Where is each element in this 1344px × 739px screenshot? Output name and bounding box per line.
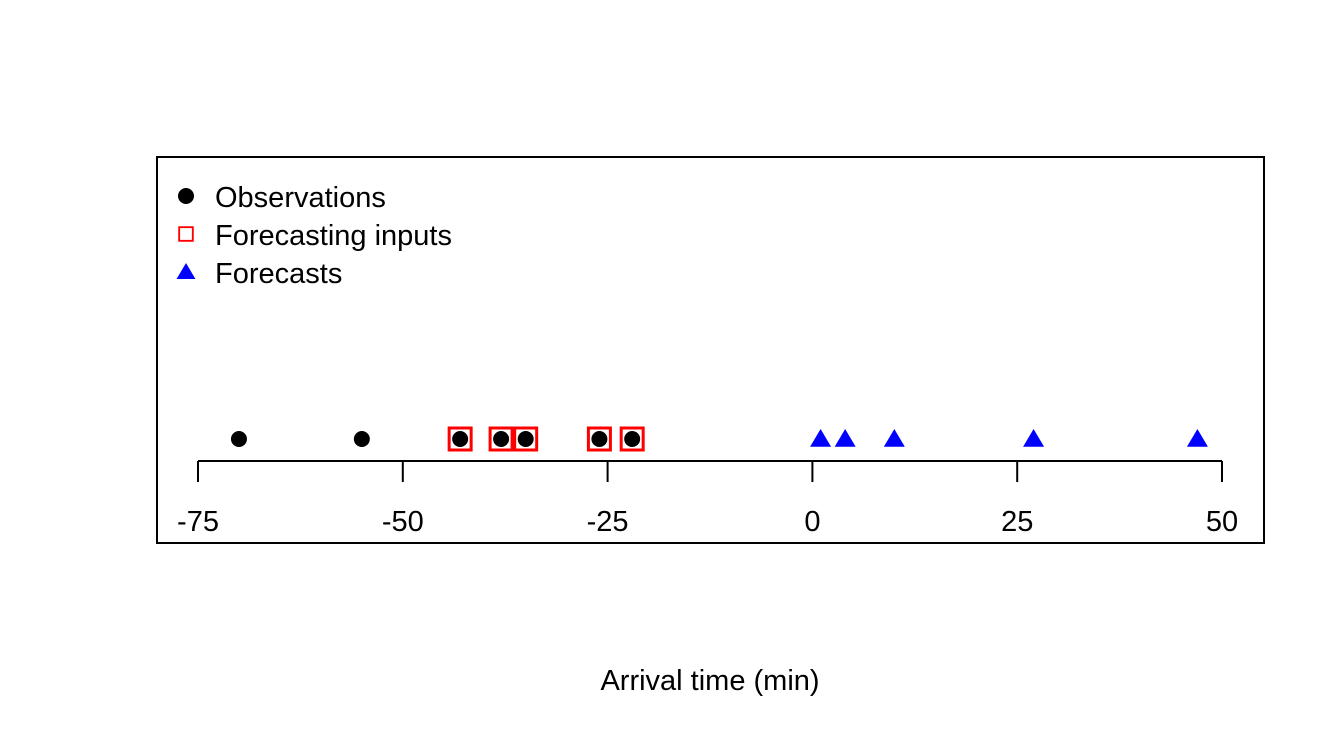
observation-point (353, 431, 370, 447)
forecast-point (1186, 429, 1208, 447)
observation-point (591, 431, 608, 447)
x-tick-label: 0 (804, 506, 820, 538)
legend-label: Forecasting inputs (215, 220, 452, 252)
x-tick-label: -25 (587, 506, 629, 538)
observation-point (493, 431, 510, 447)
x-tick-label: -50 (382, 506, 424, 538)
forecast-point (883, 429, 905, 447)
legend: Observations Forecasting inputs Forecasts (176, 182, 452, 290)
forecasting-input-marker (586, 426, 612, 452)
observation-point (517, 431, 534, 447)
forecasting-input-marker (619, 426, 645, 452)
plot-frame (156, 156, 1265, 544)
legend-marker-forecasting-input-marker (178, 226, 194, 242)
x-tick-label: 25 (1001, 506, 1033, 538)
observation-point (452, 431, 469, 447)
forecast-point (810, 429, 832, 447)
legend-label: Forecasts (215, 258, 342, 290)
forecast-point (834, 429, 856, 447)
observation-point (230, 431, 247, 447)
x-tick-label: -75 (177, 506, 219, 538)
legend-marker-forecast-point (176, 263, 196, 280)
x-axis-label: Arrival time (min) (600, 665, 819, 697)
forecasting-input-marker (488, 426, 514, 452)
forecast-point (1023, 429, 1045, 447)
data-marks (230, 426, 1208, 452)
observation-point (624, 431, 641, 447)
legend-marker-observation-point (178, 188, 194, 204)
x-tick-label: 50 (1206, 506, 1238, 538)
forecasting-input-marker (513, 426, 539, 452)
forecasting-input-marker (447, 426, 473, 452)
legend-label: Observations (215, 182, 386, 214)
x-axis: -75 -50 -25 0 25 50 (177, 460, 1238, 538)
